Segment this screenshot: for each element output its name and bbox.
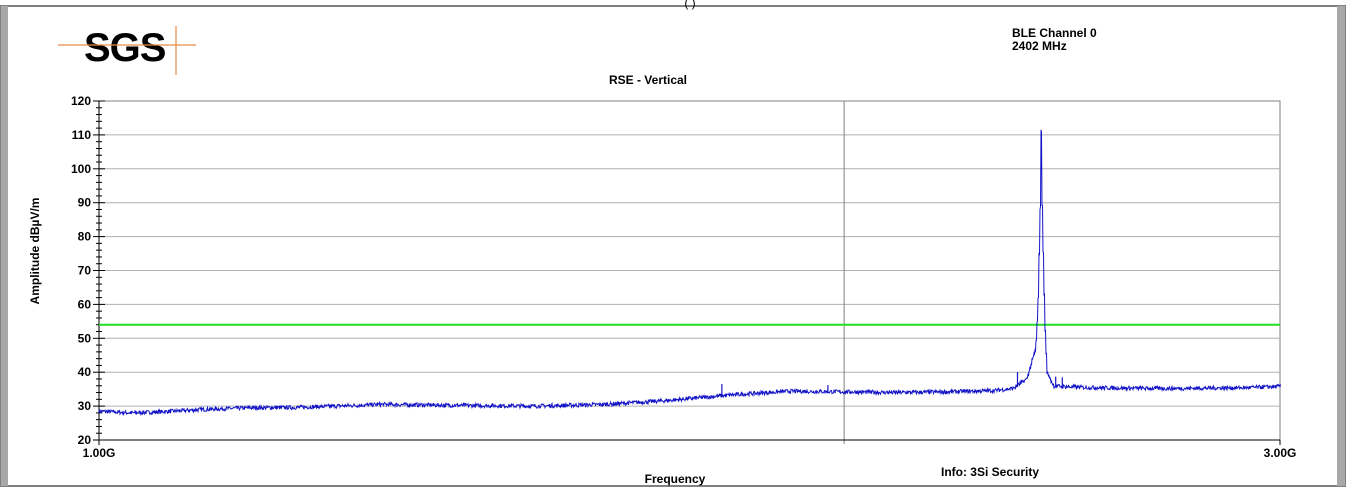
y-tick-label: 110 — [72, 128, 92, 142]
y-tick-label: 40 — [78, 365, 92, 379]
y-tick-label: 80 — [78, 230, 92, 244]
y-tick-label: 120 — [71, 94, 91, 108]
y-tick-label: 50 — [78, 331, 92, 345]
x-tick-label: 1.00G — [83, 446, 116, 460]
x-axis-label: Frequency — [645, 472, 706, 486]
chart-title: RSE - Vertical — [609, 73, 687, 87]
y-tick-label: 70 — [78, 264, 92, 278]
series-line — [98, 129, 1281, 417]
y-tick-label: 100 — [71, 162, 91, 176]
info-label: Info: 3Si Security — [941, 465, 1039, 479]
x-ticks: 1.00G 3.00G — [83, 439, 1297, 460]
y-axis-label: Amplitude dBµV/m — [28, 198, 42, 305]
top-cut-text: ( ) — [684, 0, 695, 10]
y-tick-label: 20 — [78, 433, 92, 447]
left-edge-bar — [1, 6, 8, 486]
y-tick-label: 60 — [78, 297, 92, 311]
grid — [99, 101, 1280, 444]
sgs-logo: SGS — [58, 26, 196, 75]
y-tick-label: 30 — [78, 399, 92, 413]
y-tick-label: 90 — [78, 196, 92, 210]
channel-label: BLE Channel 0 — [1012, 26, 1097, 40]
right-edge-bar — [1337, 6, 1345, 486]
x-tick-label: 3.00G — [1264, 446, 1297, 460]
trace-group — [98, 129, 1281, 417]
frequency-label: 2402 MHz — [1012, 39, 1067, 53]
logo-text: SGS — [84, 26, 166, 70]
y-ticks: 20 30 40 50 60 70 80 90 100 110 120 — [71, 94, 105, 447]
